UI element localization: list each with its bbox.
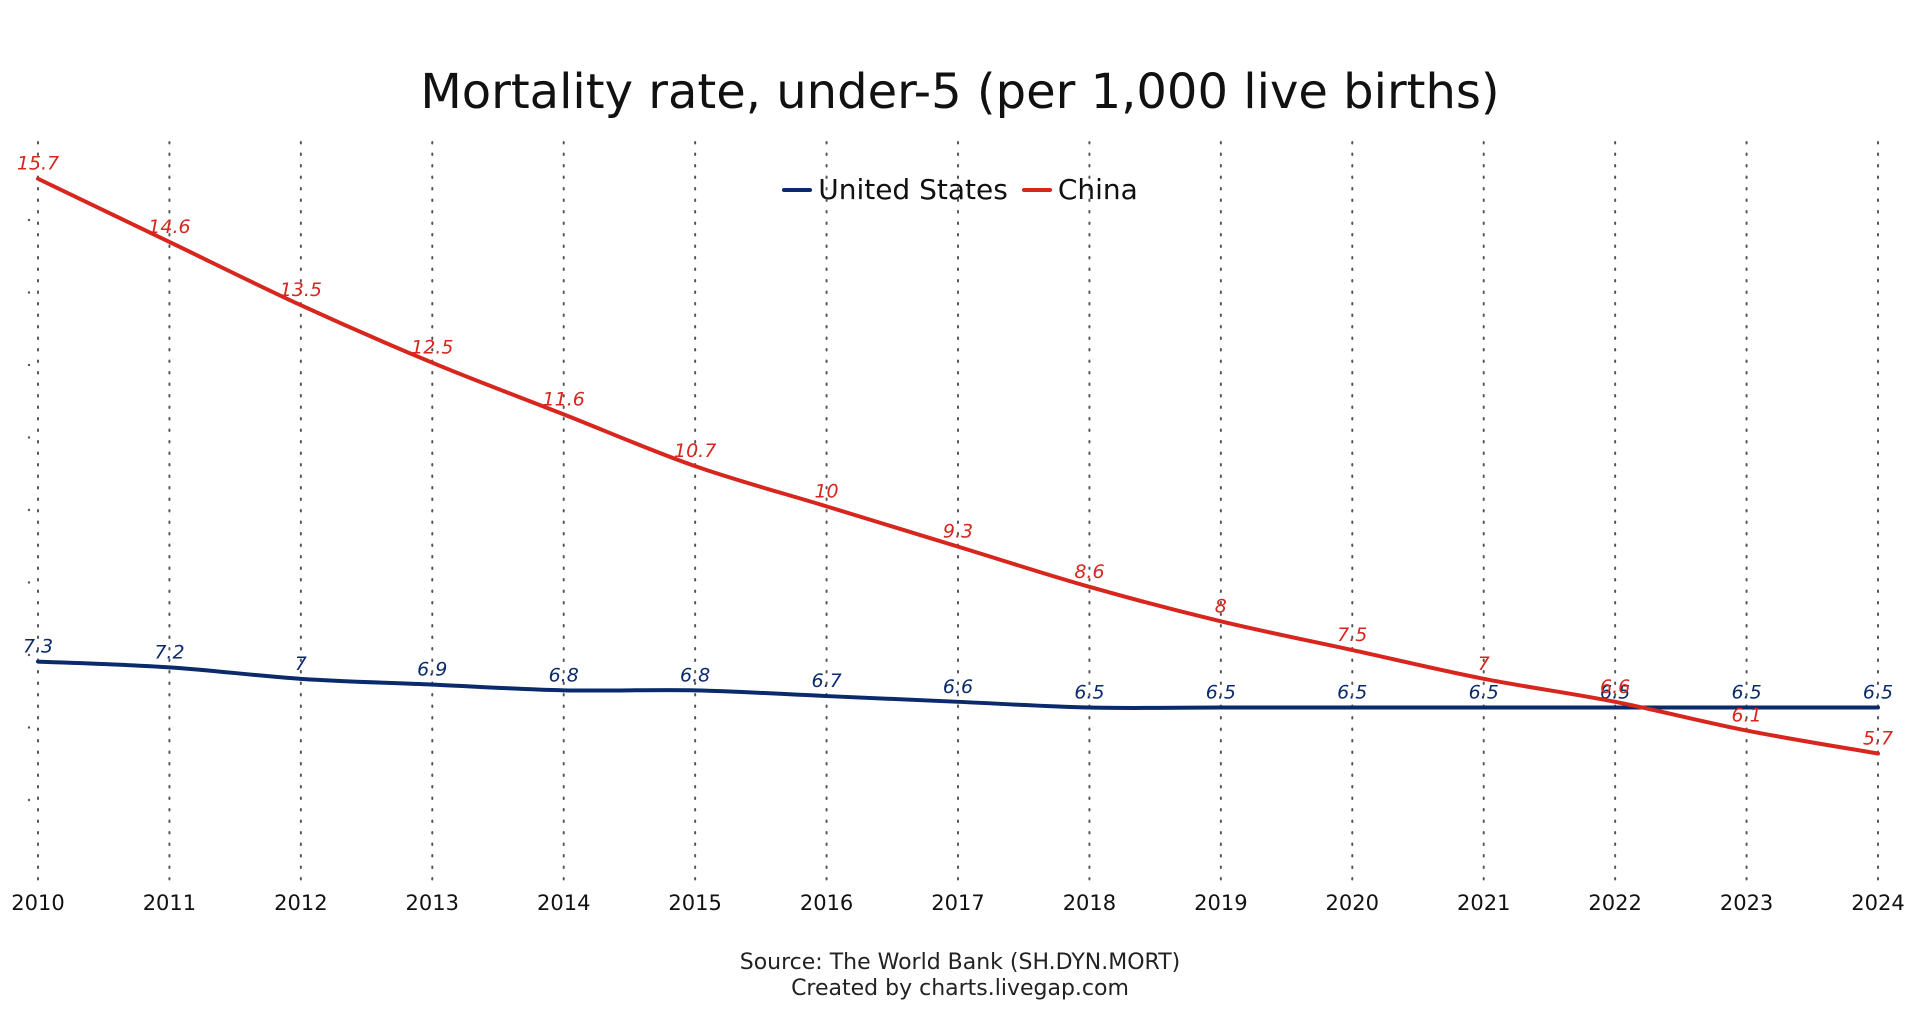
x-tick-label: 2010 <box>11 891 64 915</box>
data-label-united-states: 6.7 <box>811 670 841 692</box>
series-line-united-states <box>36 659 1880 710</box>
data-label-china: 6.1 <box>1731 705 1761 727</box>
data-label-united-states: 6.5 <box>1863 682 1893 704</box>
data-label-china: 6.6 <box>1600 676 1630 698</box>
legend-item-united-states[interactable]: United States <box>782 173 1008 206</box>
legend-label-china: China <box>1057 173 1138 206</box>
legend-item-china[interactable]: China <box>1021 173 1138 206</box>
legend-swatch-china <box>1021 187 1052 192</box>
x-tick-label: 2012 <box>274 891 327 915</box>
data-label-china: 7.5 <box>1337 624 1367 646</box>
y-tick-dot <box>27 291 31 294</box>
x-tick-label: 2015 <box>668 891 721 915</box>
y-tick-dot <box>27 363 31 367</box>
data-label-united-states: 6.5 <box>1469 682 1499 704</box>
y-tick-dot <box>27 436 31 439</box>
y-tick-dot <box>27 653 31 657</box>
y-tick-dot <box>27 581 31 584</box>
x-tick-label: 2017 <box>931 891 984 915</box>
x-tick-label: 2024 <box>1851 891 1904 915</box>
y-tick-dot <box>27 726 31 729</box>
data-label-china: 10.7 <box>674 440 716 462</box>
source-note: Source: The World Bank (SH.DYN.MORT) Cre… <box>0 950 1920 1002</box>
data-label-china: 11.6 <box>543 388 585 410</box>
data-label-china: 10 <box>814 480 838 502</box>
x-tick-label: 2023 <box>1720 891 1773 915</box>
x-tick-label: 2018 <box>1063 891 1116 915</box>
data-label-united-states: 7.3 <box>23 636 53 658</box>
chart-title: Mortality rate, under-5 (per 1,000 live … <box>420 64 1500 120</box>
data-label-china: 9.3 <box>943 521 973 543</box>
legend-swatch-united-states <box>782 187 813 192</box>
data-label-china: 13.5 <box>280 279 322 301</box>
data-label-china: 7 <box>1478 653 1490 675</box>
y-tick-dot <box>27 218 31 222</box>
series-line-china <box>36 176 1880 756</box>
x-tick-label: 2016 <box>800 891 853 915</box>
x-tick-label: 2021 <box>1457 891 1510 915</box>
x-tick-label: 2019 <box>1194 891 1247 915</box>
data-label-china: 15.7 <box>17 153 59 175</box>
data-label-china: 8.6 <box>1074 561 1104 583</box>
credit-line: Created by charts.livegap.com <box>791 976 1129 1001</box>
x-tick-label: 2011 <box>143 891 196 915</box>
x-tick-label: 2020 <box>1326 891 1379 915</box>
data-label-united-states: 6.9 <box>417 659 447 681</box>
data-label-united-states: 6.5 <box>1600 682 1630 704</box>
x-tick-label: 2013 <box>406 891 459 915</box>
data-label-united-states: 6.8 <box>680 664 710 686</box>
data-label-united-states: 7 <box>295 653 307 675</box>
y-tick-dot <box>27 508 31 512</box>
legend-label-united-states: United States <box>818 173 1008 206</box>
source-line: Source: The World Bank (SH.DYN.MORT) <box>739 950 1181 975</box>
data-label-china: 14.6 <box>148 216 190 238</box>
data-label-united-states: 7.2 <box>154 641 184 663</box>
data-label-china: 8 <box>1215 595 1227 617</box>
data-label-united-states: 6.8 <box>549 664 579 686</box>
data-label-united-states: 6.5 <box>1074 682 1104 704</box>
data-label-united-states: 6.5 <box>1337 682 1367 704</box>
y-tick-dot <box>27 798 31 802</box>
x-tick-label: 2022 <box>1588 891 1641 915</box>
legend: United States China <box>0 173 1920 206</box>
data-label-united-states: 6.5 <box>1731 682 1761 704</box>
data-label-china: 5.7 <box>1863 728 1893 750</box>
data-label-united-states: 6.6 <box>943 676 973 698</box>
data-label-united-states: 6.5 <box>1206 682 1236 704</box>
x-tick-label: 2014 <box>537 891 590 915</box>
data-label-china: 12.5 <box>411 337 453 359</box>
